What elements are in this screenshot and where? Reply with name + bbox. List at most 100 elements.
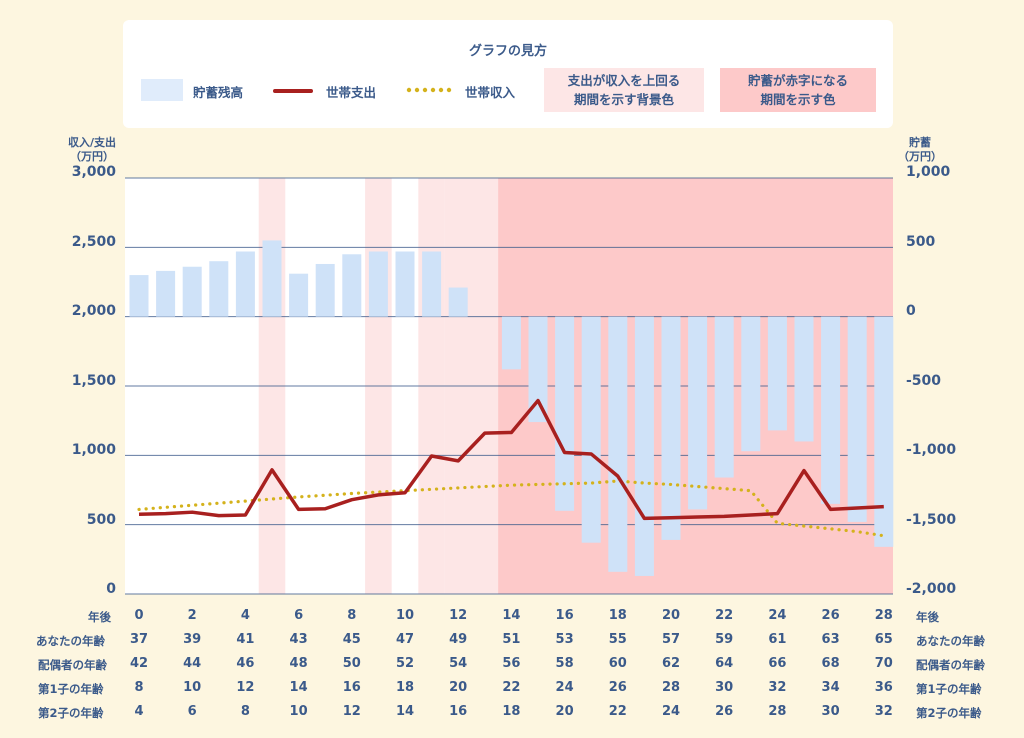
- savings-bar: [688, 316, 708, 510]
- savings-bar: [182, 266, 202, 317]
- table-cell: 47: [395, 632, 415, 647]
- legend-title: グラフの見方: [468, 44, 547, 59]
- table-cell: 20: [449, 680, 468, 695]
- savings-bar: [395, 251, 415, 317]
- legend-panel: グラフの見方 貯蓄残高 世帯支出 世帯収入 支出が収入を上回る 期間を示す背景色 …: [123, 20, 893, 128]
- table-cell: 63: [821, 632, 840, 647]
- table-cell: 66: [768, 656, 787, 671]
- table-cell: 18: [395, 680, 415, 695]
- table-cell: 12: [449, 608, 468, 623]
- savings-bar: [342, 254, 362, 317]
- table-row-label-right: 第2子の年齢: [916, 706, 982, 720]
- table-row-label-right: あなたの年齢: [916, 634, 985, 648]
- table-cell: 10: [289, 704, 308, 719]
- table-cell: 28: [661, 680, 681, 695]
- left-tick: 0: [106, 581, 116, 597]
- table-cell: 30: [715, 680, 734, 695]
- left-tick: 500: [86, 512, 116, 528]
- savings-bar: [555, 316, 575, 511]
- savings-bar: [608, 316, 628, 572]
- table-cell: 12: [236, 680, 255, 695]
- table-cell: 26: [715, 704, 734, 719]
- bg-deficit-line2: 期間を示す色: [760, 92, 836, 107]
- table-cell: 26: [821, 608, 840, 623]
- table-cell: 50: [342, 656, 361, 671]
- table-cell: 28: [768, 704, 787, 719]
- table-cell: 45: [342, 632, 361, 647]
- table-cell: 65: [874, 632, 893, 647]
- savings-bar: [448, 287, 468, 317]
- table-cell: 16: [342, 680, 361, 695]
- savings-bar: [634, 316, 654, 576]
- table-cell: 57: [661, 632, 681, 647]
- table-cell: 0: [134, 608, 144, 623]
- table-cell: 37: [129, 632, 149, 647]
- table-cell: 20: [555, 704, 574, 719]
- bg-deficit-legend: 貯蓄が赤字になる 期間を示す色: [720, 68, 876, 112]
- table-cell: 4: [240, 608, 250, 623]
- table-cell: 61: [768, 632, 787, 647]
- table-cell: 30: [821, 704, 840, 719]
- expense-legend-label: 世帯支出: [326, 85, 377, 100]
- left-axis-title-line1: 収入/支出: [67, 136, 117, 149]
- table-row-label-left: 第1子の年齢: [38, 682, 104, 696]
- table-cell: 68: [821, 656, 840, 671]
- table-cell: 43: [289, 632, 308, 647]
- table-cell: 12: [342, 704, 361, 719]
- table-row-label-left: あなたの年齢: [36, 634, 105, 648]
- table-cell: 32: [768, 680, 787, 695]
- table-cell: 36: [874, 680, 893, 695]
- bg-deficit-line1: 貯蓄が赤字になる: [747, 73, 848, 88]
- table-cell: 6: [294, 608, 304, 623]
- table-cell: 44: [183, 656, 202, 671]
- savings-bar: [714, 316, 734, 478]
- left-tick: 3,000: [71, 164, 116, 180]
- table-cell: 60: [608, 656, 627, 671]
- table-row-label-left: 第2子の年齢: [38, 706, 104, 720]
- table-cell: 2: [187, 608, 197, 623]
- table-cell: 46: [236, 656, 255, 671]
- savings-bar: [741, 316, 761, 452]
- table-row-label-left: 配偶者の年齢: [38, 658, 107, 672]
- expense-line: [138, 398, 884, 521]
- table-cell: 59: [715, 632, 734, 647]
- savings-bar: [661, 316, 681, 540]
- table-cell: 24: [661, 704, 681, 719]
- right-tick: -2,000: [906, 581, 957, 597]
- right-axis-title: 貯蓄 （万円）: [896, 136, 944, 164]
- table-cell: 4: [134, 704, 144, 719]
- savings-bar: [422, 251, 442, 317]
- left-tick: 2,500: [71, 234, 116, 250]
- table-cell: 34: [821, 680, 840, 695]
- table-cell: 22: [715, 608, 734, 623]
- table-cell: 24: [555, 680, 574, 695]
- table-row-label-left: 年後: [88, 610, 111, 624]
- table-cell: 10: [183, 680, 202, 695]
- table-cell: 10: [395, 608, 415, 623]
- right-tick: -500: [906, 373, 942, 389]
- table-cell: 32: [874, 704, 893, 719]
- right-axis-title-line2: （万円）: [898, 150, 942, 163]
- savings-bar: [235, 251, 255, 317]
- left-tick: 1,000: [71, 442, 116, 458]
- savings-bar: [368, 251, 388, 317]
- table-row-label-right: 年後: [916, 610, 939, 624]
- table-cell: 24: [768, 608, 787, 623]
- table-cell: 55: [608, 632, 627, 647]
- bg-expense-over-line2: 期間を示す背景色: [573, 92, 674, 107]
- savings-bar: [315, 263, 335, 317]
- left-tick: 2,000: [71, 303, 116, 319]
- table-cell: 28: [874, 608, 893, 623]
- table-cell: 14: [289, 680, 308, 695]
- savings-legend-label: 貯蓄残高: [193, 85, 244, 100]
- table-cell: 56: [502, 656, 521, 671]
- savings-bar: [847, 316, 867, 522]
- savings-bar: [262, 240, 282, 317]
- bg-expense-over-legend: 支出が収入を上回る 期間を示す背景色: [544, 68, 704, 112]
- table-cell: 8: [134, 680, 144, 695]
- left-tick: 1,500: [71, 373, 116, 389]
- table-cell: 48: [289, 656, 308, 671]
- table-cell: 16: [555, 608, 574, 623]
- savings-bar: [794, 316, 814, 442]
